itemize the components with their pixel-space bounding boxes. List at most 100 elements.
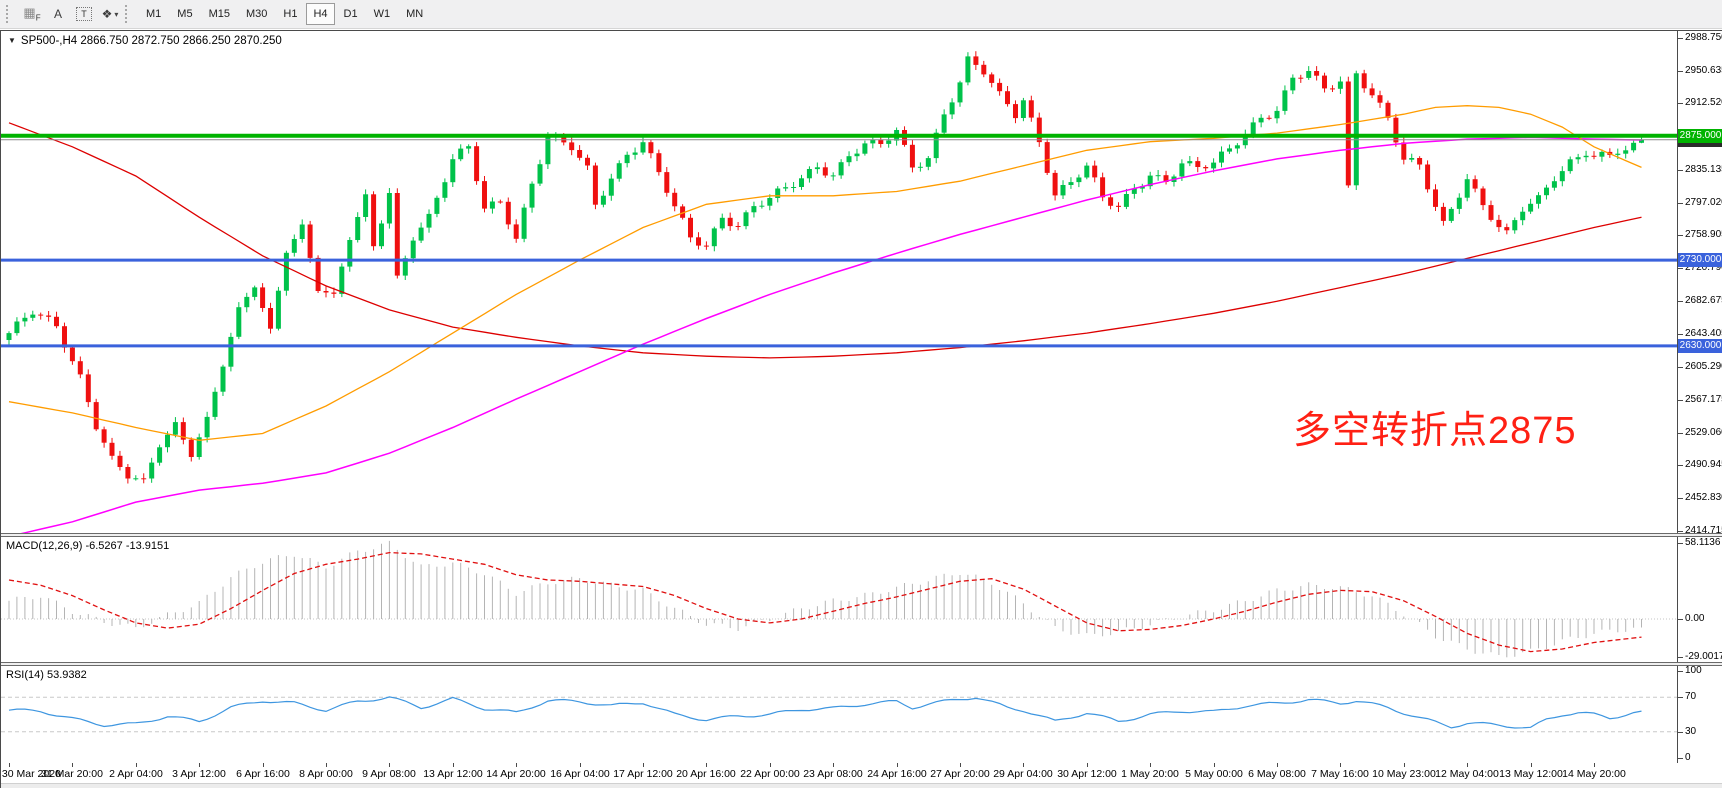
grid-icon: ▦F <box>23 5 41 23</box>
date-axis-label: 27 Apr 20:00 <box>930 768 990 780</box>
price-axis-label: 2643.405 <box>1678 328 1722 340</box>
grid-period-button[interactable]: ▦F <box>19 3 45 25</box>
date-tick <box>263 763 264 767</box>
one-click-trading-arrow[interactable]: ▼ <box>8 36 16 45</box>
timeframe-button-m1[interactable]: M1 <box>139 3 168 25</box>
symbol-ohlc-text: SP500-,H4 2866.750 2872.750 2866.250 287… <box>20 35 282 47</box>
date-axis-label: 12 May 04:00 <box>1435 768 1499 780</box>
rsi-axis-label: 100 <box>1678 665 1702 676</box>
date-tick <box>1023 763 1024 767</box>
toolbar: ▦F A T ❖ ▾ M1 M5 M15 M30 H1 H4 D1 W1 MN <box>0 0 1722 29</box>
date-tick <box>897 763 898 767</box>
date-tick <box>833 763 834 767</box>
date-tick <box>580 763 581 767</box>
date-tick <box>199 763 200 767</box>
timeframe-button-group: M1 M5 M15 M30 H1 H4 D1 W1 MN <box>138 3 431 25</box>
macd-label: MACD(12,26,9) -6.5267 -13.9151 <box>6 540 170 552</box>
timeframe-button-m5[interactable]: M5 <box>170 3 199 25</box>
window-bottom-edge <box>1 783 1722 788</box>
date-axis-label: 2 Apr 04:00 <box>109 768 163 780</box>
date-axis-label: 7 May 16:00 <box>1311 768 1369 780</box>
date-tick <box>1467 763 1468 767</box>
date-tick <box>1594 763 1595 767</box>
timeframe-button-h1[interactable]: H1 <box>276 3 304 25</box>
price-axis-label: 2490.945 <box>1678 459 1722 471</box>
date-tick <box>960 763 961 767</box>
panel-splitter[interactable] <box>1 662 1722 666</box>
price-axis-label: 2567.175 <box>1678 394 1722 406</box>
timeframe-button-w1[interactable]: W1 <box>367 3 398 25</box>
timeframe-button-mn[interactable]: MN <box>399 3 430 25</box>
date-tick <box>136 763 137 767</box>
macd-chart[interactable] <box>1 537 1677 662</box>
date-axis-label: 31 Mar 20:00 <box>41 768 103 780</box>
date-tick <box>453 763 454 767</box>
date-axis-label: 30 Mar 2020 <box>1 768 61 780</box>
objects-icon: ❖ <box>101 7 113 21</box>
toolbar-separator <box>125 5 132 23</box>
price-axis-label: 2529.060 <box>1678 427 1722 439</box>
date-tick <box>1277 763 1278 767</box>
price-axis-label: 2414.715 <box>1678 525 1722 537</box>
macd-axis-label: 0.00 <box>1677 613 1705 624</box>
panel-splitter[interactable] <box>1 533 1722 537</box>
price-axis[interactable] <box>1677 31 1722 763</box>
date-axis-label: 13 Apr 12:00 <box>423 768 483 780</box>
rsi-axis-label: 70 <box>1677 691 1697 702</box>
timeframe-button-d1[interactable]: D1 <box>337 3 365 25</box>
date-axis[interactable] <box>1 763 1677 783</box>
price-axis-label: 2452.830 <box>1678 492 1722 504</box>
price-axis-label: 2682.675 <box>1678 295 1722 307</box>
date-axis-label: 8 Apr 00:00 <box>299 768 353 780</box>
date-axis-label: 14 May 20:00 <box>1562 768 1626 780</box>
date-tick <box>1150 763 1151 767</box>
date-axis-label: 16 Apr 04:00 <box>550 768 610 780</box>
rsi-axis-label: 0 <box>1678 752 1691 763</box>
label-a-icon: A <box>53 7 62 21</box>
timeframe-button-m30[interactable]: M30 <box>239 3 274 25</box>
date-axis-label: 5 May 00:00 <box>1185 768 1243 780</box>
rsi-indicator-panel[interactable]: RSI(14) 53.9382 <box>1 666 1677 763</box>
timeframe-button-m15[interactable]: M15 <box>202 3 237 25</box>
candlestick-chart[interactable] <box>1 31 1677 533</box>
price-axis-label: 2912.520 <box>1678 97 1722 109</box>
price-axis-label: 2758.905 <box>1678 229 1722 241</box>
price-axis-label: 2720.790 <box>1678 262 1722 274</box>
date-axis-label: 17 Apr 12:00 <box>613 768 673 780</box>
price-tag: 2630.000 <box>1678 339 1722 353</box>
date-tick <box>326 763 327 767</box>
date-axis-label: 23 Apr 08:00 <box>803 768 863 780</box>
rsi-chart[interactable] <box>1 666 1677 763</box>
date-tick <box>770 763 771 767</box>
date-tick <box>1087 763 1088 767</box>
rsi-label: RSI(14) 53.9382 <box>6 669 87 681</box>
chart-annotation-text: 多空转折点2875 <box>1293 410 1577 452</box>
date-axis-label: 30 Apr 12:00 <box>1057 768 1117 780</box>
timeframe-button-h4[interactable]: H4 <box>306 3 335 25</box>
date-tick <box>1531 763 1532 767</box>
price-axis-label: 2605.290 <box>1678 361 1722 373</box>
date-tick <box>706 763 707 767</box>
date-tick <box>1404 763 1405 767</box>
price-axis-label: 2797.020 <box>1678 197 1722 209</box>
price-chart-panel[interactable]: ▼ SP500-,H4 2866.750 2872.750 2866.250 28… <box>1 31 1677 533</box>
date-tick <box>389 763 390 767</box>
date-axis-label: 3 Apr 12:00 <box>172 768 226 780</box>
chevron-down-icon: ▾ <box>114 9 119 19</box>
text-tool-button[interactable]: T <box>71 3 97 25</box>
label-tool-button[interactable]: A <box>45 3 71 25</box>
price-axis-label: 2835.135 <box>1678 164 1722 176</box>
date-axis-label: 1 May 20:00 <box>1121 768 1179 780</box>
date-axis-label: 6 Apr 16:00 <box>236 768 290 780</box>
objects-tool-button[interactable]: ❖ ▾ <box>97 3 123 25</box>
date-tick <box>516 763 517 767</box>
date-tick <box>72 763 73 767</box>
macd-axis-label: -29.0017 <box>1677 651 1722 663</box>
macd-indicator-panel[interactable]: MACD(12,26,9) -6.5267 -13.9151 <box>1 537 1677 662</box>
toolbar-grip[interactable] <box>6 5 13 23</box>
chart-title: ▼ SP500-,H4 2866.750 2872.750 2866.250 28… <box>8 35 282 47</box>
date-axis-label: 6 May 08:00 <box>1248 768 1306 780</box>
rsi-axis-label: 30 <box>1677 726 1697 737</box>
macd-axis-label: 58.1136 <box>1677 537 1721 548</box>
date-tick <box>643 763 644 767</box>
